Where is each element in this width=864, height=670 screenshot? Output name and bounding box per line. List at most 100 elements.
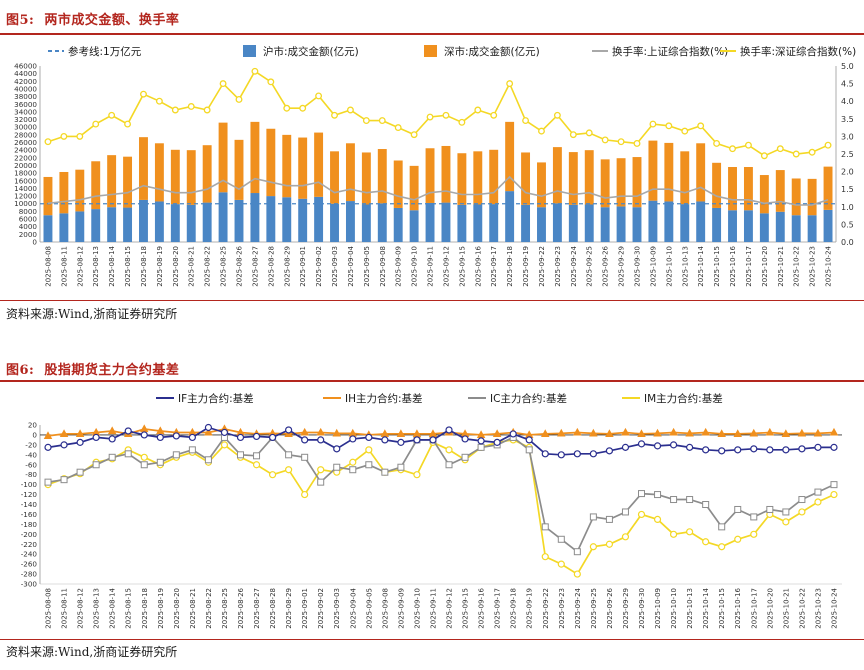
y-left-tick-label: 32000: [14, 115, 37, 124]
series-IC-point-45: [766, 505, 774, 513]
series-IH-point-43: [733, 429, 742, 438]
figure1-source: 资料来源:Wind,浙商证券研究所: [6, 307, 178, 321]
bar-sz-6: [139, 137, 148, 200]
series-IM-point-46: [782, 518, 790, 526]
series-IC-point-2: [76, 468, 84, 476]
y-tick-label: 0: [32, 430, 37, 439]
series-IM-point-14: [268, 471, 277, 479]
x-tick-label-31: 2025-09-22: [538, 246, 546, 287]
bar-sz-35: [600, 159, 610, 208]
y-tick-label: -260: [21, 560, 38, 569]
bar-sz-11: [218, 122, 228, 193]
series-IC-point-30: [525, 446, 533, 454]
y-tick-label: 20: [28, 421, 38, 430]
series-IF-point-26: [461, 435, 469, 443]
x-tick-label-11: 2025-08-25: [220, 246, 228, 287]
bar-sz-40: [680, 151, 690, 205]
series-IC-point-17: [317, 478, 325, 486]
x-tick-label-19: 2025-09-04: [349, 587, 357, 628]
bar-sh-34: [584, 204, 594, 242]
figure1-title-block: 图5: 两市成交金额、换手率: [6, 9, 179, 28]
bar-sz-1: [59, 171, 69, 214]
series-IH-point-47: [797, 428, 807, 437]
sz-turnover-point-4: [108, 111, 116, 119]
bar-sz-28: [489, 149, 499, 205]
series-IM-point-34: [589, 543, 597, 551]
series-IC-point-44: [750, 513, 758, 521]
series-IF-point-47: [798, 445, 806, 453]
bar-sh-44: [743, 210, 753, 242]
sz-turnover-point-32: [553, 111, 561, 119]
x-tick-label-19: 2025-09-04: [347, 245, 355, 286]
bar-sh-31: [537, 207, 546, 242]
bar-sh-32: [552, 203, 562, 242]
x-tick-label-36: 2025-09-29: [622, 588, 630, 629]
y-tick-label: -80: [25, 470, 37, 479]
series-IC-point-25: [445, 461, 453, 469]
bar-sh-11: [218, 192, 228, 242]
bar-sh-23: [409, 210, 419, 242]
x-tick-label-18: 2025-09-03: [331, 246, 339, 287]
series-IF-point-41: [702, 446, 710, 454]
series-IC-point-18: [333, 463, 341, 471]
series-IM-point-40: [686, 528, 694, 536]
x-tick-label-20: 2025-09-05: [365, 588, 373, 629]
series-IH-point-37: [637, 429, 646, 438]
y-right-tick-label: 4.0: [841, 97, 854, 106]
series-IF-point-31: [541, 450, 549, 458]
x-tick-label-48: 2025-10-23: [814, 588, 822, 629]
x-tick-label-34: 2025-09-25: [590, 588, 598, 629]
series-IC-point-37: [638, 490, 645, 498]
x-tick-label-1: 2025-08-11: [60, 246, 68, 287]
series-IF-point-14: [268, 433, 277, 442]
series-IF-point-24: [429, 436, 437, 444]
series-IM-point-33: [573, 570, 581, 578]
series-IM-point-39: [669, 530, 678, 538]
bar-sh-2: [75, 211, 85, 242]
y-tick-label: -40: [25, 450, 37, 459]
series-IC-point-8: [172, 451, 180, 459]
series-IC-point-42: [718, 523, 726, 531]
y-tick-label: -120: [21, 490, 38, 499]
series-IM-point-17: [317, 466, 325, 474]
series-IC-point-39: [670, 496, 678, 504]
sz-turnover-point-38: [649, 120, 657, 128]
x-tick-label-16: 2025-09-01: [301, 588, 309, 629]
series-IH-point-16: [300, 427, 309, 436]
x-tick-label-9: 2025-08-21: [189, 588, 197, 629]
bar-sz-43: [728, 167, 737, 211]
x-tick-label-40: 2025-10-13: [686, 588, 694, 629]
y-left-tick-label: 18000: [14, 169, 37, 178]
bar-sh-22: [393, 207, 403, 242]
figure2-source-rule: [0, 639, 864, 640]
x-tick-label-12: 2025-08-26: [237, 587, 245, 628]
series-IC-point-31: [541, 523, 549, 531]
x-tick-label-3: 2025-08-13: [92, 246, 100, 287]
series-IH-point-36: [621, 427, 630, 436]
series-IM-point-49: [830, 490, 838, 499]
bar-sz-27: [473, 151, 483, 205]
y-right-tick-label: 3.0: [841, 132, 854, 141]
bar-sz-37: [632, 157, 642, 208]
x-tick-label-35: 2025-09-26: [602, 245, 610, 286]
legend-label-3: 换手率:上证综合指数(%): [612, 45, 728, 58]
y-left-tick-label: 40000: [14, 84, 37, 93]
series-IH-point-38: [653, 428, 662, 437]
series-IM-point-23: [413, 471, 421, 479]
sz-turnover-point-48: [808, 148, 816, 156]
legend-label-2: 深市:成交金额(亿元): [444, 45, 540, 58]
x-tick-label-20: 2025-09-05: [363, 246, 371, 287]
bar-sz-2: [75, 169, 85, 212]
series-IC-point-32: [557, 535, 565, 543]
series-IF-point-23: [413, 436, 421, 444]
series-IF-point-35: [605, 447, 614, 455]
series-IF-point-19: [349, 435, 357, 443]
x-tick-label-28: 2025-09-17: [490, 246, 498, 287]
bar-sz-36: [616, 158, 626, 207]
legend-swatch-2: [424, 45, 437, 57]
x-tick-label-15: 2025-08-29: [283, 246, 291, 287]
bar-sh-15: [282, 197, 292, 242]
x-tick-label-37: 2025-09-30: [634, 246, 642, 287]
bar-sz-5: [123, 156, 133, 208]
bar-sh-37: [632, 207, 642, 242]
